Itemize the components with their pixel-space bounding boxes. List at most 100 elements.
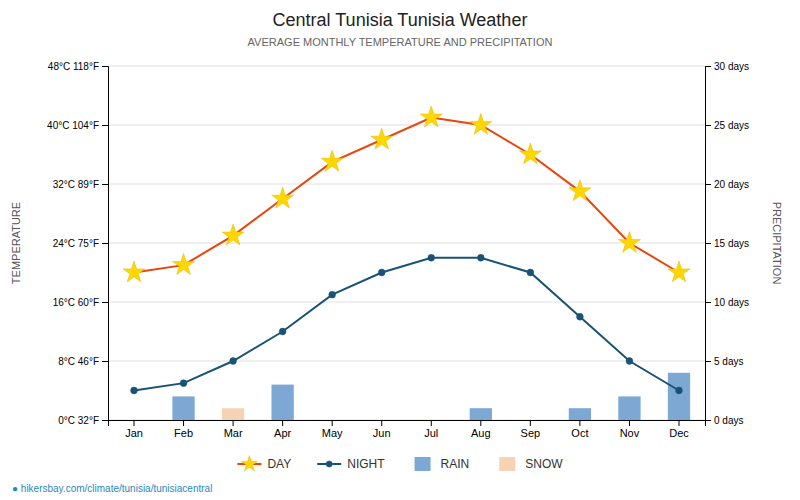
- tick-label: Oct: [571, 427, 588, 439]
- tick: Oct: [571, 420, 588, 439]
- marker: [371, 128, 393, 149]
- tick-mark: [332, 420, 333, 426]
- tick-label: Feb: [174, 427, 193, 439]
- tick: 10 days: [705, 297, 749, 308]
- tick-mark: [705, 420, 711, 421]
- axis-line: [102, 67, 109, 421]
- tick-mark: [102, 302, 108, 303]
- tick-mark: [102, 243, 108, 244]
- bar: [321, 420, 343, 421]
- tick-mark: [705, 66, 711, 67]
- tick: 20 days: [705, 179, 749, 190]
- marker: [272, 187, 294, 208]
- marker: [321, 150, 343, 171]
- grid-line: [108, 184, 705, 185]
- tick: 48°C 118°F: [48, 61, 108, 72]
- bar: [519, 420, 541, 421]
- tick: 32°C 89°F: [53, 179, 108, 190]
- legend-swatch: [415, 457, 431, 471]
- marker: [123, 261, 145, 282]
- title: Central Tunisia Tunisia Weather: [273, 10, 528, 30]
- tick-label: 0 days: [714, 415, 743, 426]
- marker: [173, 254, 195, 275]
- tick: Feb: [174, 420, 193, 439]
- tick-label: 16°C 60°F: [53, 297, 99, 308]
- tick-label: Aug: [471, 427, 491, 439]
- marker: [519, 143, 541, 164]
- bar: [519, 420, 541, 421]
- line: [134, 258, 679, 391]
- marker: [676, 387, 683, 394]
- tick: 0°C 32°F: [58, 415, 108, 426]
- tick-label: 40°C 104°F: [47, 120, 99, 131]
- legend-label: NIGHT: [347, 457, 385, 471]
- tick-mark: [705, 184, 711, 185]
- tick: 5 days: [705, 356, 743, 367]
- tick-mark: [102, 420, 108, 421]
- axis: 0°C 32°F 8°C 46°F 16°C 60°F 24°C 75°F 32°C 8…: [47, 61, 108, 426]
- tick: Mar: [224, 420, 243, 439]
- grid-line: [108, 243, 705, 244]
- tick-mark: [579, 420, 580, 426]
- tick-mark: [381, 420, 382, 426]
- bar: [123, 420, 145, 421]
- tick-mark: [282, 420, 283, 426]
- bar: [569, 408, 591, 409]
- tick-mark: [629, 420, 630, 426]
- tick: 16°C 60°F: [53, 297, 108, 308]
- marker: [329, 291, 336, 298]
- legend-item: NIGHT: [317, 457, 385, 471]
- tick-mark: [530, 420, 531, 426]
- tick-mark: [233, 420, 234, 426]
- legend: DAYNIGHTRAINSNOW: [237, 456, 563, 472]
- tick: Jun: [373, 420, 391, 439]
- grid-line: [108, 302, 705, 303]
- tick-mark: [102, 361, 108, 362]
- bar: [618, 396, 640, 397]
- bar: [470, 408, 492, 420]
- tick-label: 15 days: [714, 238, 749, 249]
- bars: [172, 373, 690, 420]
- tick-label: Jun: [373, 427, 391, 439]
- legend-item: SNOW: [499, 457, 563, 471]
- tick-mark: [183, 420, 184, 426]
- legend-label: RAIN: [441, 457, 470, 471]
- tick-mark: [102, 66, 108, 67]
- tick-mark: [431, 420, 432, 426]
- marker: [477, 254, 484, 261]
- bar: [371, 420, 393, 421]
- tick-label: May: [322, 427, 343, 439]
- marker: [230, 358, 237, 365]
- tick-label: Apr: [274, 427, 291, 439]
- tick-label: 24°C 75°F: [53, 238, 99, 249]
- bar: [569, 408, 591, 420]
- tick-mark: [705, 361, 711, 362]
- bar: [123, 420, 145, 421]
- tick-mark: [480, 420, 481, 426]
- tick: 8°C 46°F: [58, 356, 108, 367]
- bar: [420, 420, 442, 421]
- marker: [569, 180, 591, 201]
- marker: [470, 113, 492, 134]
- plot-area: [123, 106, 690, 420]
- marker: [626, 358, 633, 365]
- bar: [172, 396, 194, 397]
- tick-label: 20 days: [714, 179, 749, 190]
- tick-mark: [705, 125, 711, 126]
- axis-line: [109, 421, 706, 427]
- tick-label: 30 days: [714, 61, 749, 72]
- marker: [420, 106, 442, 127]
- tick-mark: [678, 420, 679, 426]
- subtitle: AVERAGE MONTHLY TEMPERATURE AND PRECIPIT…: [248, 36, 553, 48]
- tick-mark: [102, 125, 108, 126]
- bar: [470, 408, 492, 409]
- tick-mark: [134, 420, 135, 426]
- marker: [527, 269, 534, 276]
- tick-label: 10 days: [714, 297, 749, 308]
- marker: [668, 261, 690, 282]
- tick-label: 48°C 118°F: [48, 61, 99, 72]
- axis: 0 days5 days10 days15 days20 days25 days…: [705, 61, 749, 426]
- tick-label: 0°C 32°F: [58, 415, 99, 426]
- tick-label: Nov: [620, 427, 640, 439]
- x-axis: JanFebMarAprMayJunJulAugSepOctNovDec: [109, 420, 706, 439]
